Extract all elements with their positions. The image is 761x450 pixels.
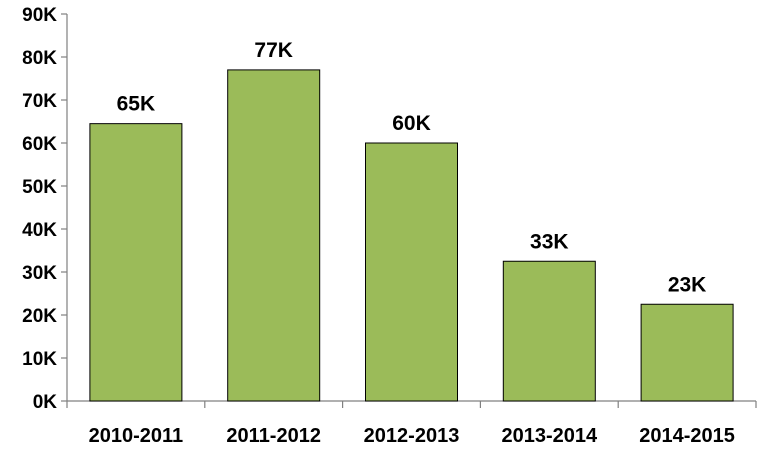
bar-value-label: 60K: [392, 112, 431, 135]
x-category-label: 2012-2013: [364, 425, 460, 445]
x-category-label: 2010-2011: [89, 425, 184, 445]
x-category-label: 2014-2015: [639, 425, 735, 445]
data-labels: 65K 77K 60K 33K 23K: [117, 39, 707, 296]
bar-value-label: 65K: [117, 93, 156, 116]
bar-2013-2014: [502, 260, 596, 402]
y-tick-label: 30K: [22, 263, 57, 284]
y-tick-label: 80K: [22, 48, 57, 69]
bar-2014-2015: [640, 303, 734, 402]
y-tick-label: 40K: [22, 220, 57, 241]
bar-value-label: 33K: [530, 230, 569, 253]
y-tick-label: 20K: [22, 306, 57, 327]
x-category-label: 2011-2012: [226, 425, 321, 445]
y-tick-label: 90K: [22, 5, 57, 26]
bar-value-label: 77K: [254, 39, 293, 62]
bar-2011-2012: [227, 69, 321, 402]
y-tick-label: 10K: [22, 349, 57, 370]
x-axis: 2010-2011 2011-2012 2012-2013 2013-2014 2014…: [66, 400, 757, 447]
y-tick-label: 70K: [22, 91, 57, 112]
y-tick-label: 50K: [22, 177, 57, 198]
bar-value-label: 23K: [668, 273, 707, 296]
y-tick-label: 0K: [33, 392, 58, 413]
y-tick-label: 60K: [22, 134, 57, 155]
x-category-label: 2013-2014: [501, 425, 598, 445]
y-axis: 0K 10K 20K 30K 40K 50K 60K 70K 80K 90K: [22, 5, 68, 413]
bar-2012-2013: [365, 142, 458, 402]
bars: [89, 69, 734, 402]
bar-2010-2011: [89, 123, 183, 402]
